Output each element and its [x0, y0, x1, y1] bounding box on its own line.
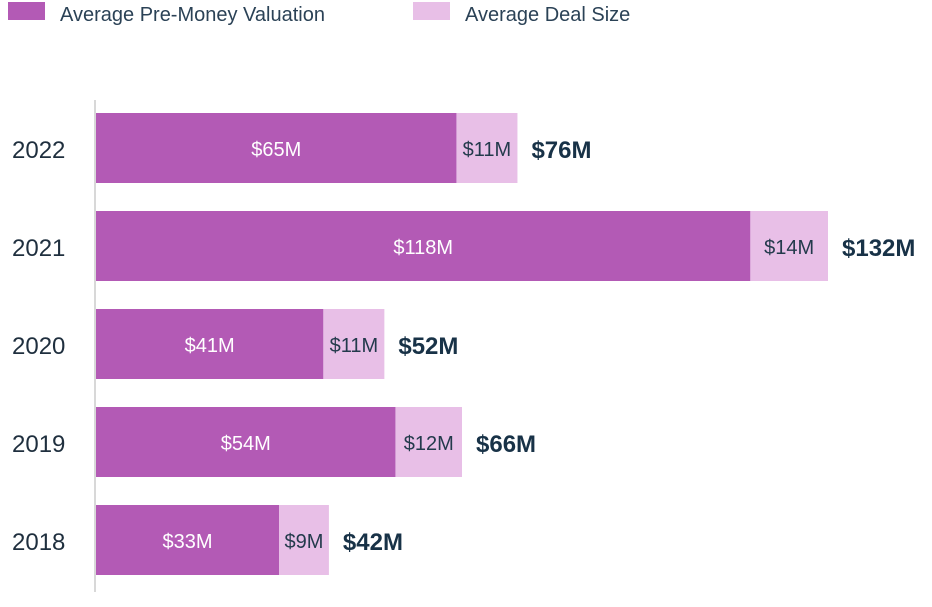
labels-layer: 2022 $65M $11M $76M 2021 $118M $14M $132M 2020 $4… [12, 137, 915, 556]
year-label-2020: 2020 [12, 333, 65, 360]
bar-deal-size-2021 [750, 211, 828, 281]
bar-deal-size-2022 [456, 113, 518, 183]
bars-layer [96, 113, 828, 575]
bar-pre-money-2019 [96, 407, 396, 477]
bar-deal-size-2018 [279, 505, 329, 575]
pre-money-value-2022: $65M [251, 139, 301, 161]
year-label-2022: 2022 [12, 137, 65, 164]
legend-label-0: Average Pre-Money Valuation [60, 4, 325, 26]
total-value-2022: $76M [531, 137, 591, 164]
deal-size-value-2019: $12M [404, 433, 454, 455]
legend-label-1: Average Deal Size [465, 4, 630, 26]
pre-money-value-2019: $54M [221, 433, 271, 455]
total-value-2019: $66M [476, 431, 536, 458]
deal-size-value-2021: $14M [764, 237, 814, 259]
deal-size-value-2018: $9M [285, 531, 324, 553]
pre-money-value-2020: $41M [185, 335, 235, 357]
bar-pre-money-2022 [96, 113, 457, 183]
legend-item-1: Average Deal Size [413, 2, 630, 26]
deal-size-value-2020: $11M [330, 335, 379, 357]
deal-size-value-2022: $11M [463, 139, 512, 161]
pre-money-value-2021: $118M [393, 237, 453, 259]
legend-swatch-1 [413, 2, 450, 20]
legend-item-0: Average Pre-Money Valuation [8, 2, 325, 26]
bar-pre-money-2021 [96, 211, 751, 281]
pre-money-value-2018: $33M [162, 531, 212, 553]
bar-pre-money-2018 [96, 505, 279, 575]
total-value-2020: $52M [398, 333, 458, 360]
bar-pre-money-2020 [96, 309, 324, 379]
bar-deal-size-2019 [395, 407, 462, 477]
bar-deal-size-2020 [323, 309, 385, 379]
total-value-2021: $132M [842, 235, 915, 262]
total-value-2018: $42M [343, 529, 403, 556]
year-label-2021: 2021 [12, 235, 65, 262]
year-label-2018: 2018 [12, 529, 65, 556]
legend-swatch-0 [8, 2, 45, 20]
legend: Average Pre-Money Valuation Average Deal … [8, 2, 630, 26]
year-label-2019: 2019 [12, 431, 65, 458]
